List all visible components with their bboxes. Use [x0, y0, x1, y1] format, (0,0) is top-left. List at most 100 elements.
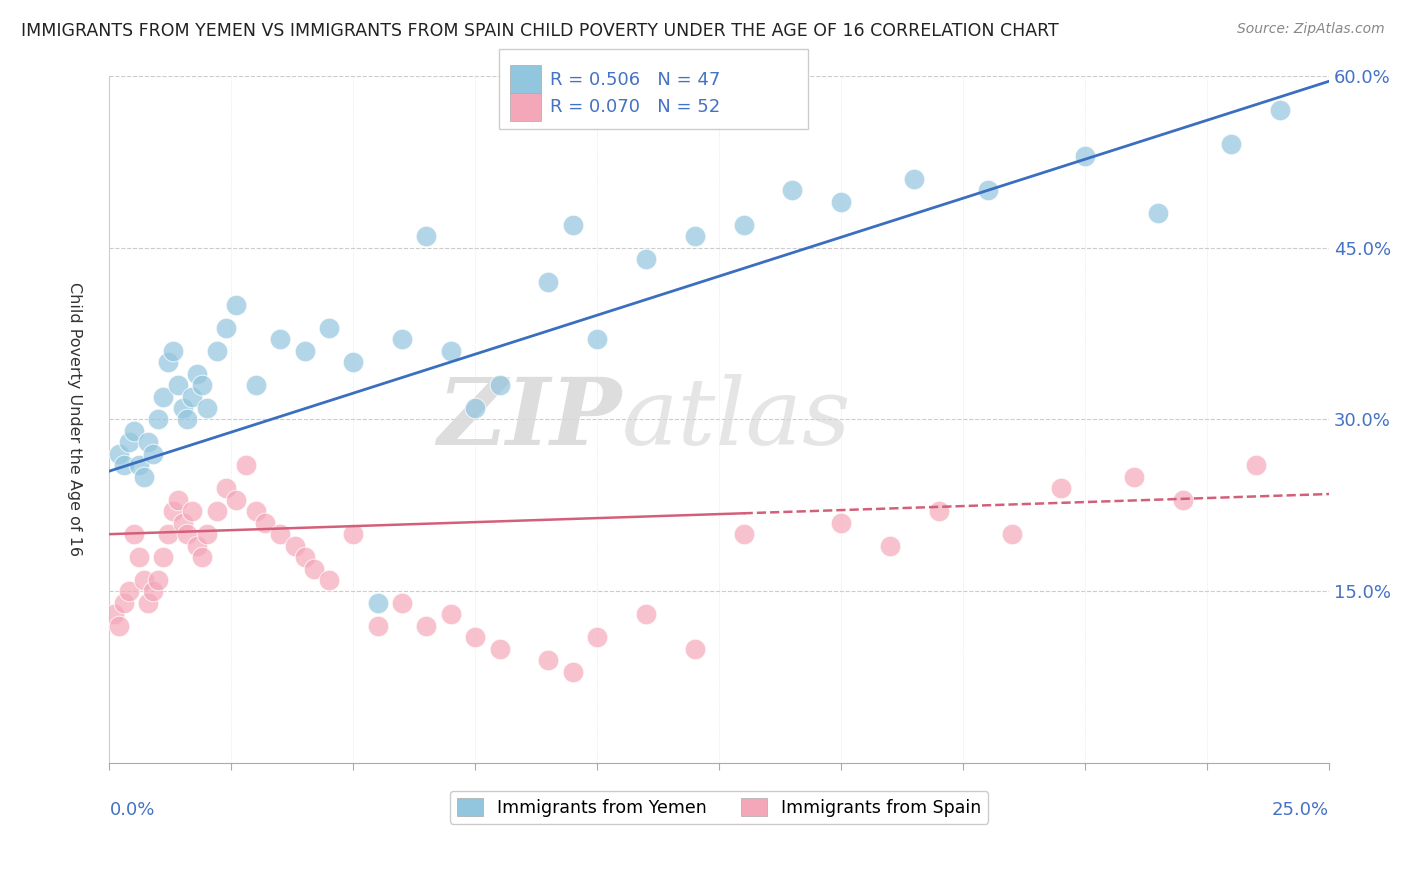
Point	[415, 619, 437, 633]
Point	[118, 435, 141, 450]
Point	[122, 424, 145, 438]
Point	[112, 458, 135, 473]
Point	[1001, 527, 1024, 541]
Point	[118, 584, 141, 599]
Point	[112, 596, 135, 610]
Point	[488, 378, 510, 392]
Point	[928, 504, 950, 518]
Point	[1074, 149, 1097, 163]
Point	[342, 355, 364, 369]
Point	[415, 229, 437, 244]
Point	[215, 481, 238, 495]
Point	[440, 343, 463, 358]
Point	[156, 527, 179, 541]
Point	[294, 550, 316, 565]
Point	[138, 435, 160, 450]
Point	[225, 492, 247, 507]
Point	[1270, 103, 1292, 117]
Point	[830, 516, 852, 530]
Text: ZIP: ZIP	[437, 375, 621, 465]
Point	[537, 275, 560, 289]
Point	[142, 584, 165, 599]
Point	[586, 332, 609, 346]
Point	[367, 619, 389, 633]
Point	[733, 527, 755, 541]
Point	[162, 504, 184, 518]
Point	[195, 401, 218, 415]
Point	[166, 492, 188, 507]
Text: Source: ZipAtlas.com: Source: ZipAtlas.com	[1237, 22, 1385, 37]
Point	[146, 573, 169, 587]
Point	[245, 504, 267, 518]
Point	[294, 343, 316, 358]
Text: R = 0.070   N = 52: R = 0.070 N = 52	[550, 98, 720, 116]
Point	[391, 596, 413, 610]
Point	[181, 504, 204, 518]
Point	[318, 573, 340, 587]
Point	[1049, 481, 1071, 495]
Point	[830, 194, 852, 209]
Point	[561, 218, 583, 232]
Point	[191, 550, 214, 565]
Point	[172, 401, 194, 415]
Point	[186, 367, 208, 381]
Point	[132, 470, 155, 484]
Point	[537, 653, 560, 667]
Point	[284, 539, 307, 553]
Point	[245, 378, 267, 392]
Point	[122, 527, 145, 541]
Point	[1147, 206, 1170, 220]
Text: R = 0.506   N = 47: R = 0.506 N = 47	[550, 70, 720, 88]
Point	[976, 183, 998, 197]
Point	[254, 516, 277, 530]
Point	[162, 343, 184, 358]
Point	[152, 550, 174, 565]
Point	[191, 378, 214, 392]
Point	[683, 641, 706, 656]
Point	[142, 447, 165, 461]
Point	[176, 412, 198, 426]
Point	[156, 355, 179, 369]
Point	[1122, 470, 1144, 484]
Point	[108, 447, 131, 461]
Point	[269, 527, 291, 541]
Point	[342, 527, 364, 541]
Point	[318, 320, 340, 334]
Point	[103, 607, 125, 622]
Point	[903, 171, 925, 186]
Point	[1244, 458, 1267, 473]
Text: 0.0%: 0.0%	[110, 801, 155, 820]
Point	[235, 458, 257, 473]
Point	[440, 607, 463, 622]
Text: 25.0%: 25.0%	[1272, 801, 1329, 820]
Point	[181, 390, 204, 404]
Point	[205, 504, 228, 518]
Point	[561, 665, 583, 679]
Point	[128, 550, 150, 565]
Point	[146, 412, 169, 426]
Point	[225, 298, 247, 312]
Point	[683, 229, 706, 244]
Point	[176, 527, 198, 541]
Point	[1220, 137, 1243, 152]
Point	[464, 631, 486, 645]
Y-axis label: Child Poverty Under the Age of 16: Child Poverty Under the Age of 16	[66, 283, 82, 557]
Text: atlas: atlas	[621, 375, 851, 465]
Point	[391, 332, 413, 346]
Point	[879, 539, 901, 553]
Point	[634, 252, 657, 266]
Point	[586, 631, 609, 645]
Point	[205, 343, 228, 358]
Point	[782, 183, 804, 197]
Point	[108, 619, 131, 633]
Point	[132, 573, 155, 587]
Point	[367, 596, 389, 610]
Point	[195, 527, 218, 541]
Text: IMMIGRANTS FROM YEMEN VS IMMIGRANTS FROM SPAIN CHILD POVERTY UNDER THE AGE OF 16: IMMIGRANTS FROM YEMEN VS IMMIGRANTS FROM…	[21, 22, 1059, 40]
Point	[733, 218, 755, 232]
Point	[464, 401, 486, 415]
Point	[634, 607, 657, 622]
Point	[128, 458, 150, 473]
Point	[1171, 492, 1194, 507]
Point	[215, 320, 238, 334]
